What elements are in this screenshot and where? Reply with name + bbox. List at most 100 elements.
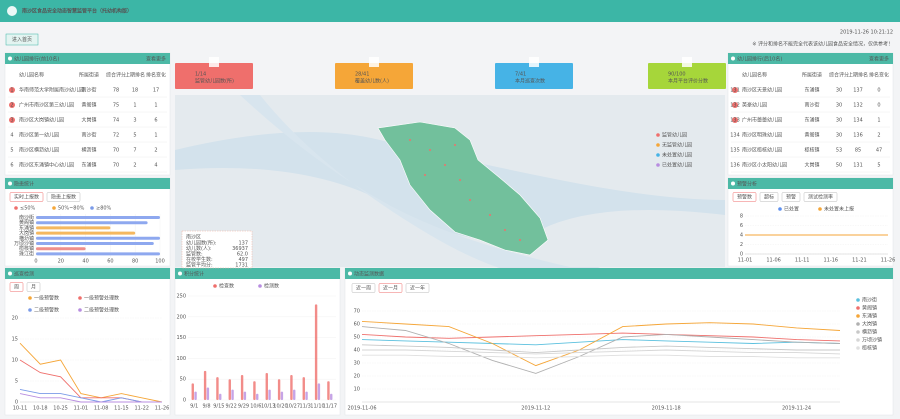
- x-tick-label: 9/29: [238, 404, 249, 410]
- more-link[interactable]: 查看更多: [869, 55, 889, 62]
- tab-button[interactable]: [405, 283, 430, 293]
- table-cell: 75: [113, 103, 119, 109]
- y-tick-label: 150: [176, 335, 186, 341]
- column-header: 幼儿园名称: [742, 72, 767, 79]
- tab-label[interactable]: 超标: [764, 194, 774, 201]
- map-dot: [504, 229, 506, 231]
- tab-button[interactable]: [732, 192, 757, 202]
- x-tick-label: 10/27: [286, 404, 300, 410]
- bar: [36, 242, 154, 245]
- tab-label[interactable]: 测试检测率: [808, 194, 833, 201]
- tab-label[interactable]: 预警数: [737, 194, 752, 201]
- line-series: [361, 326, 841, 374]
- table-cell: 74: [113, 118, 119, 124]
- tab-button[interactable]: [9, 282, 24, 292]
- bar: [36, 221, 148, 225]
- panel: [727, 177, 894, 267]
- button-label[interactable]: 进入首页: [12, 36, 32, 43]
- tab-label[interactable]: 近一月: [383, 285, 398, 292]
- tab-button[interactable]: [46, 192, 81, 202]
- page-title: 南沙区食品安全动态智慧监管平台（托幼机构版）: [22, 8, 132, 15]
- more-link[interactable]: 查看更多: [146, 55, 166, 62]
- table-cell: 133: [730, 118, 740, 124]
- tab-button[interactable]: [803, 192, 838, 202]
- bar: [265, 372, 268, 400]
- bar: [240, 375, 244, 400]
- table-cell: 英豪幼儿园: [742, 102, 767, 109]
- y-tick-label: 10: [12, 358, 18, 364]
- line-series: [361, 344, 840, 354]
- tab-button[interactable]: [9, 192, 44, 202]
- map-dot: [424, 174, 426, 176]
- legend-label: 已处置幼儿园: [662, 162, 692, 169]
- tab-label[interactable]: 预警: [786, 194, 796, 201]
- table-cell: 30: [836, 103, 842, 109]
- y-tick-label: 珠江街: [19, 250, 34, 257]
- tile[interactable]: [648, 63, 726, 89]
- bar: [203, 370, 207, 400]
- table-cell: 1: [154, 103, 157, 109]
- tab-button[interactable]: [759, 192, 779, 202]
- bar: [191, 383, 194, 400]
- table-cell: 南沙区榄核幼儿园: [742, 147, 782, 154]
- tile[interactable]: [175, 63, 253, 89]
- x-tick-label: 60: [107, 259, 113, 265]
- column-header: 所属街道: [802, 72, 822, 79]
- district[interactable]: [377, 121, 549, 256]
- legend-label: 万顷沙镇: [862, 337, 882, 344]
- info-value: 36937: [232, 246, 248, 252]
- button[interactable]: [5, 33, 39, 46]
- tab-label[interactable]: 隐患上报数: [51, 194, 76, 201]
- tile[interactable]: [495, 63, 573, 89]
- x-tick-label: 10-11: [13, 406, 28, 412]
- datetime: 2019-11-26 10:21:12: [840, 30, 893, 36]
- table-cell: 广州市蕾蕾幼儿园: [742, 117, 782, 124]
- tile-icon: [209, 57, 219, 67]
- table-cell: 136: [853, 133, 863, 139]
- tile[interactable]: [335, 63, 413, 89]
- tile-icon: [682, 57, 692, 67]
- table-cell: 72: [113, 133, 119, 139]
- bar: [36, 236, 160, 240]
- tab-label[interactable]: 近一年: [410, 285, 425, 292]
- x-tick-label: 2019-11-12: [521, 406, 550, 412]
- table-cell: 南沙区小太阳幼儿园: [742, 162, 787, 169]
- table-cell: 1: [10, 88, 13, 94]
- line-series: [361, 339, 841, 346]
- table-cell: 30: [836, 133, 842, 139]
- table-cell: 3: [133, 118, 136, 124]
- rank-badge: [732, 87, 738, 93]
- tab-button[interactable]: [378, 283, 403, 293]
- table-cell: 南沙区明珠幼儿园: [742, 132, 782, 139]
- panel-icon: [8, 271, 12, 276]
- x-tick-label: 11-01: [738, 258, 753, 264]
- tab-button[interactable]: [26, 282, 41, 292]
- tab-button[interactable]: [351, 283, 376, 293]
- tab-button[interactable]: [781, 192, 801, 202]
- tab-label[interactable]: 月: [31, 285, 36, 291]
- y-tick-label: 2: [740, 242, 743, 248]
- panel-title: 积分统计: [184, 270, 204, 277]
- table-cell: 2: [133, 163, 136, 169]
- map-dot: [519, 239, 521, 241]
- legend-label: 一级预警数: [34, 295, 59, 302]
- table-cell: 4: [154, 163, 157, 169]
- bar: [253, 381, 256, 400]
- panel-header: [728, 53, 893, 64]
- panel-icon: [178, 271, 182, 276]
- tab-label[interactable]: 近一周: [356, 285, 371, 292]
- info-label: 监管平均分:: [186, 262, 213, 269]
- info-value: 137: [238, 241, 248, 247]
- rank-badge: [732, 102, 738, 108]
- table-cell: 85: [855, 148, 861, 154]
- panel-title: 动态监测数据: [354, 270, 384, 277]
- y-tick-label: 20: [354, 374, 360, 380]
- y-tick-label: 250: [176, 294, 186, 300]
- panel-title: 巡查检测: [14, 270, 34, 277]
- tab-label[interactable]: 实时上报数: [14, 194, 39, 201]
- legend-swatch: [856, 306, 860, 310]
- tab-label[interactable]: 周: [14, 285, 19, 291]
- table-cell: 7: [133, 148, 136, 154]
- column-header: 综合评分: [106, 72, 126, 79]
- tile-icon: [529, 57, 539, 67]
